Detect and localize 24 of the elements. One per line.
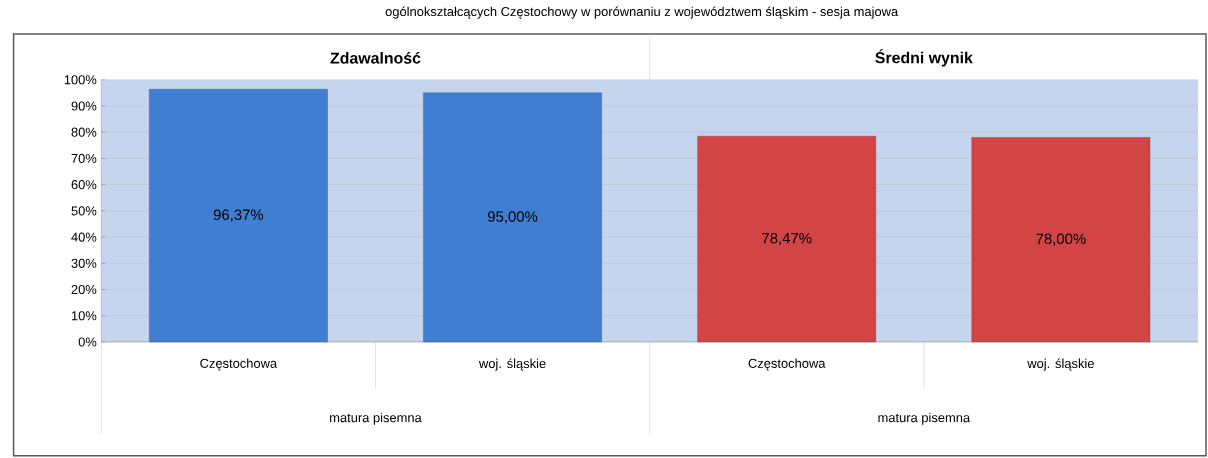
- y-tick-label: 100%: [64, 75, 97, 85]
- chart-title: ogólnokształcących Częstochowy w porównaniu z województwem śląskim - sesja majowa: [385, 6, 899, 19]
- y-tick-label: 80%: [71, 127, 97, 137]
- data-label: 96,37%: [213, 209, 264, 222]
- x-tick-label: woj. śląskie: [1027, 358, 1094, 371]
- y-tick-label: 10%: [71, 311, 97, 321]
- x-tick-label: Częstochowa: [748, 358, 826, 371]
- y-tick-label: 30%: [71, 258, 97, 269]
- x-tick-label: woj. śląskie: [478, 358, 546, 371]
- y-tick-label: 20%: [71, 285, 97, 295]
- y-tick-label: 70%: [71, 154, 97, 164]
- y-tick-label: 60%: [71, 180, 97, 190]
- data-label: 78,47%: [762, 233, 812, 246]
- text: Zdawalność: [330, 52, 421, 64]
- data-label: 78,00%: [1036, 233, 1086, 247]
- text: Średni wynik: [875, 49, 973, 67]
- data-label: 95,00%: [487, 211, 538, 224]
- y-tick-label: 50%: [71, 206, 97, 216]
- y-tick-label: 40%: [71, 232, 97, 242]
- text: matura pisemna: [330, 412, 422, 425]
- text: matura pisemna: [878, 412, 971, 425]
- y-tick-label: 0%: [78, 337, 97, 347]
- x-tick-label: Częstochowa: [200, 358, 278, 371]
- y-tick-label: 90%: [71, 101, 97, 111]
